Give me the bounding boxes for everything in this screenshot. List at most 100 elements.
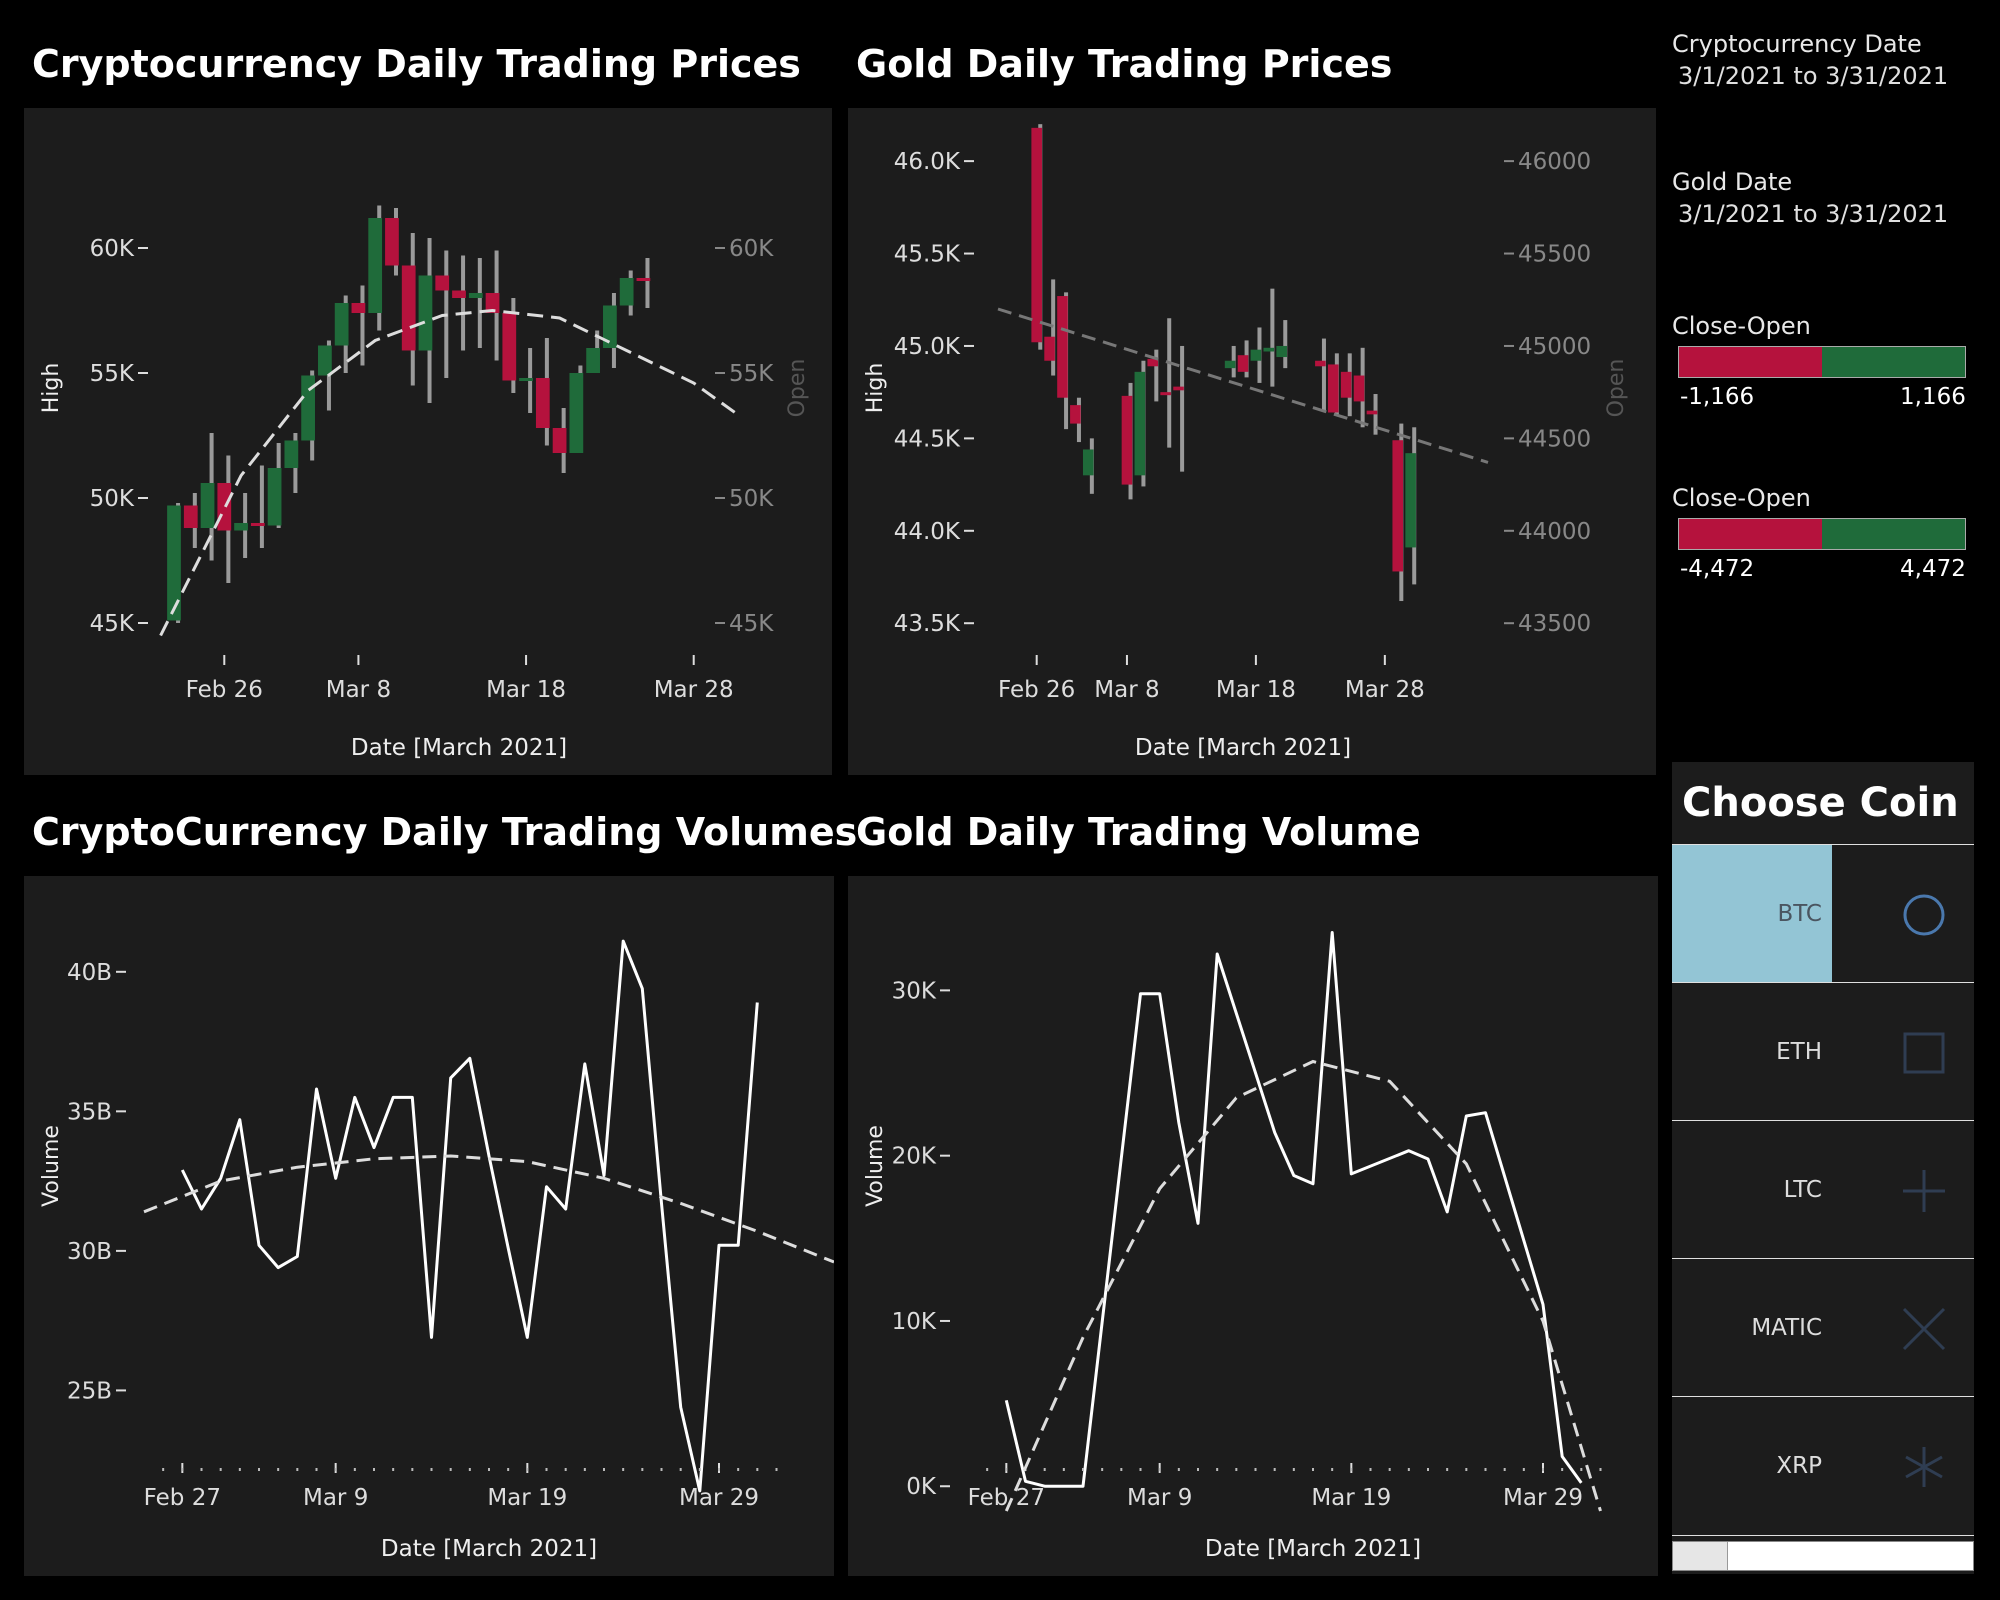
square-icon[interactable]: [1902, 1031, 1946, 1075]
coin-label: BTC: [1777, 901, 1822, 927]
series-line: [180, 939, 759, 1493]
gold-date-label: Gold Date: [1672, 168, 1793, 196]
x-tick-label: Mar 8: [326, 677, 391, 703]
x-tick-label: Mar 29: [1503, 1485, 1583, 1511]
series-line: [1004, 931, 1583, 1488]
candle-body: [1327, 364, 1339, 413]
legend1-color-bar: [1678, 346, 1966, 378]
candle-body: [250, 523, 265, 526]
x-axis-title: Date [March 2021]: [1135, 735, 1351, 761]
candle-body: [569, 373, 584, 453]
candle-body: [1082, 449, 1094, 476]
y-tick-label: 40B: [67, 960, 112, 986]
candle-body: [1147, 358, 1159, 367]
y-tick-label: 35B: [67, 1099, 112, 1125]
right-y-tick-label: 43500: [1518, 611, 1591, 637]
x-tick-label: Mar 19: [487, 1485, 567, 1511]
crypto-prices-chart[interactable]: 45K 45K 50K 50K 55K 55K 60K 60K Feb 26 Mar 8 Mar 1…: [24, 108, 832, 775]
candle-body: [200, 483, 215, 528]
right-y-tick-label: 45000: [1518, 334, 1591, 360]
candle-body: [586, 348, 600, 373]
candle-body: [452, 290, 466, 298]
gold-date-value[interactable]: 3/1/2021 to 3/31/2021: [1678, 200, 1949, 228]
candle-body: [1224, 360, 1236, 369]
coin-label-cell[interactable]: XRP: [1672, 1397, 1832, 1535]
horizontal-scrollbar[interactable]: [1672, 1541, 1974, 1571]
asterisk-icon[interactable]: [1902, 1445, 1946, 1489]
plus-icon[interactable]: [1902, 1169, 1946, 1213]
coin-option-btc[interactable]: BTC: [1672, 844, 1974, 983]
coin-option-ltc[interactable]: LTC: [1672, 1120, 1974, 1259]
coin-option-xrp[interactable]: XRP: [1672, 1396, 1974, 1536]
candle-body: [318, 345, 332, 376]
coin-label-cell[interactable]: BTC: [1672, 845, 1832, 983]
candle-body: [301, 375, 315, 441]
candle-body: [1405, 453, 1416, 548]
right-y-tick-label: 50K: [729, 486, 774, 512]
gold-volume-panel[interactable]: 0K 10K 20K 30K Feb 27 Mar 9 Mar 19 Mar 29 Date […: [848, 876, 1658, 1576]
x-axis-title: Date [March 2021]: [351, 735, 567, 761]
coin-label-cell[interactable]: MATIC: [1672, 1259, 1832, 1397]
coin-option-eth[interactable]: ETH: [1672, 982, 1974, 1121]
circle-icon[interactable]: [1902, 893, 1946, 937]
y-tick-label: 30K: [892, 978, 937, 1004]
legend1-max: 1,166: [1900, 384, 1966, 410]
y-tick-label: 45K: [90, 611, 135, 637]
crypto-prices-title: Cryptocurrency Daily Trading Prices: [32, 42, 801, 86]
y-tick-label: 20K: [892, 1144, 937, 1170]
x-tick-label: Mar 29: [679, 1485, 759, 1511]
y-tick-label: 30B: [67, 1239, 112, 1265]
legend2-color-bar: [1678, 518, 1966, 550]
x-tick-label: Mar 19: [1311, 1485, 1391, 1511]
right-y-tick-label: 44500: [1518, 426, 1591, 452]
right-y-tick-label: 44000: [1518, 519, 1591, 545]
coin-label: MATIC: [1751, 1315, 1822, 1341]
candle-body: [1044, 336, 1055, 361]
candle-body: [284, 440, 299, 468]
y-tick-label: 43.5K: [894, 611, 961, 637]
crypto-volumes-chart[interactable]: 25B 30B 35B 40B Feb 27 Mar 9 Mar 19 Mar 29 Date …: [24, 876, 834, 1576]
candle-body: [636, 278, 651, 281]
coin-chooser: Choose Coin BTC ETH LTC MATIC XRP: [1672, 762, 1974, 1574]
crypto-volumes-panel[interactable]: 25B 30B 35B 40B Feb 27 Mar 9 Mar 19 Mar 29 Date …: [24, 876, 834, 1576]
crypto-volumes-title: CryptoCurrency Daily Trading Volumes: [32, 810, 858, 854]
y-tick-label: 45.5K: [894, 242, 961, 268]
legend1-label: Close-Open: [1672, 312, 1811, 340]
x-tick-label: Mar 8: [1094, 677, 1159, 703]
candle-body: [1070, 405, 1081, 424]
crypto-prices-panel[interactable]: 45K 45K 50K 50K 55K 55K 60K 60K Feb 26 Mar 8 Mar 1…: [24, 108, 832, 775]
gold-volume-chart[interactable]: 0K 10K 20K 30K Feb 27 Mar 9 Mar 19 Mar 29 Date […: [848, 876, 1658, 1576]
x-icon[interactable]: [1902, 1307, 1946, 1351]
candle-wick: [1283, 320, 1288, 369]
crypto-date-label: Cryptocurrency Date: [1672, 30, 1922, 58]
gold-prices-panel[interactable]: 43.5K 43500 44.0K 44000 44.5K 44500 45.0K 45000…: [848, 108, 1656, 775]
crypto-date-value[interactable]: 3/1/2021 to 3/31/2021: [1678, 62, 1949, 90]
candle-body: [267, 468, 282, 526]
scrollbar-thumb[interactable]: [1673, 1542, 1728, 1570]
right-y-axis-title: Open: [785, 359, 810, 418]
y-tick-label: 45.0K: [894, 334, 961, 360]
legend2-positive-swatch: [1822, 519, 1965, 549]
candle-body: [1315, 360, 1326, 367]
candle-body: [183, 505, 198, 528]
x-tick-label: Mar 18: [486, 677, 566, 703]
candle-body: [1276, 345, 1287, 358]
legend1-positive-swatch: [1822, 347, 1965, 377]
right-y-axis-title: Open: [1604, 359, 1629, 418]
candle-body: [485, 293, 500, 313]
candle-body: [1031, 127, 1042, 343]
candle-wick: [1154, 349, 1159, 402]
candle-wick: [1167, 318, 1172, 448]
candle-wick: [645, 258, 650, 308]
coin-option-matic[interactable]: MATIC: [1672, 1258, 1974, 1397]
candle-body: [1250, 349, 1262, 361]
gold-prices-chart[interactable]: 43.5K 43500 44.0K 44000 44.5K 44500 45.0K 45000…: [848, 108, 1656, 775]
y-axis-title: Volume: [863, 1125, 888, 1207]
y-axis-title: Volume: [39, 1125, 64, 1207]
legend2-label: Close-Open: [1672, 484, 1811, 512]
candle-wick: [477, 258, 482, 348]
y-tick-label: 55K: [90, 361, 135, 387]
candle-body: [401, 265, 416, 351]
coin-label-cell[interactable]: ETH: [1672, 983, 1832, 1121]
coin-label-cell[interactable]: LTC: [1672, 1121, 1832, 1259]
